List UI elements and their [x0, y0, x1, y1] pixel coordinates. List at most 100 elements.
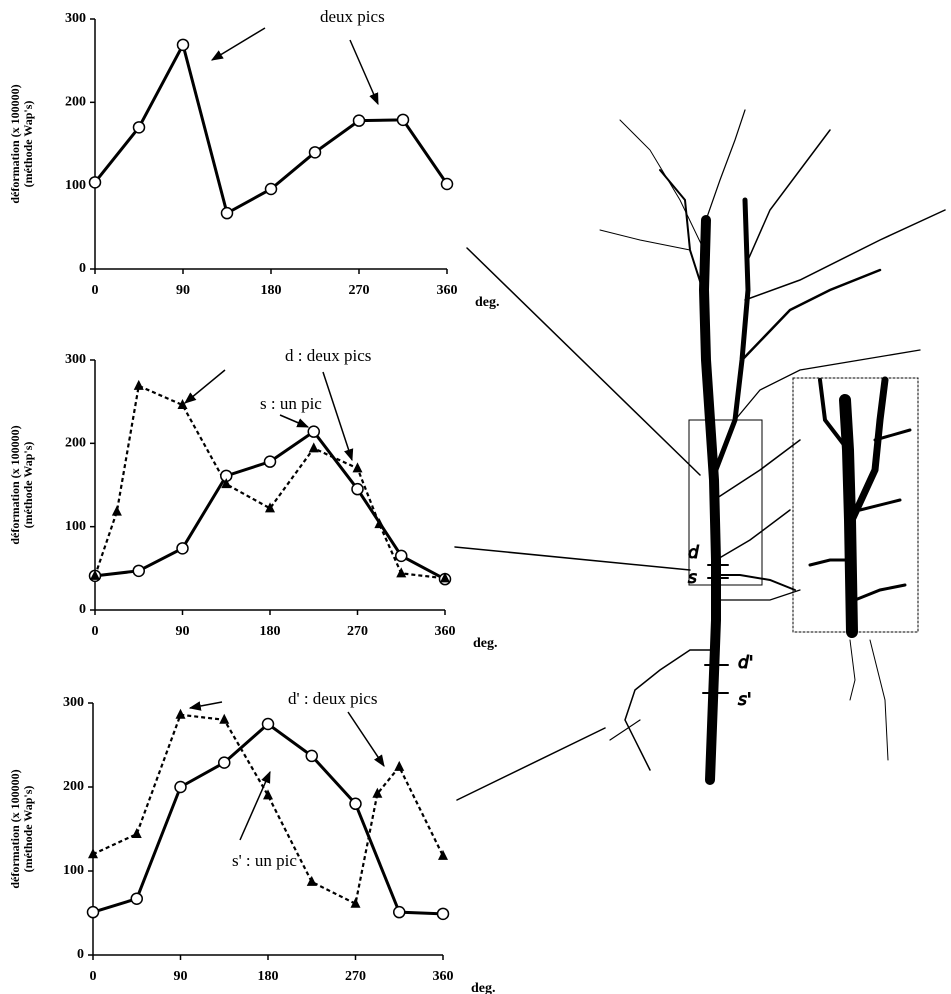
annotation-arrow — [184, 369, 226, 404]
data-point — [349, 797, 362, 811]
annotation: d' : deux pics — [288, 689, 377, 708]
tree-label: d' — [738, 653, 753, 673]
data-point — [308, 146, 322, 159]
data-point — [219, 713, 230, 724]
data-point — [438, 849, 448, 860]
y-tick-label: 0 — [79, 602, 86, 617]
data-point — [263, 455, 277, 468]
data-point — [130, 892, 143, 905]
y-tick-label: 300 — [65, 352, 86, 367]
data-point — [174, 780, 187, 794]
annotation-arrow — [347, 711, 385, 767]
y-axis-label: (méthode Wap's) — [21, 101, 35, 188]
data-point — [372, 787, 383, 798]
data-point — [436, 907, 450, 921]
y-tick-label: 200 — [65, 95, 86, 110]
x-tick-label: 0 — [90, 969, 97, 984]
data-point — [88, 848, 98, 859]
data-line — [92, 713, 444, 906]
y-tick-label: 200 — [65, 436, 86, 451]
data-point — [264, 182, 278, 196]
annotation: d : deux pics — [285, 346, 371, 365]
data-point — [395, 549, 408, 563]
tree-label: d — [688, 543, 699, 563]
data-line — [93, 384, 446, 580]
data-point — [131, 828, 142, 839]
data-point — [396, 567, 407, 578]
data-point — [396, 113, 410, 127]
data-point — [352, 462, 363, 473]
data-point — [132, 564, 145, 578]
data-point — [307, 425, 320, 438]
y-tick-label: 0 — [77, 947, 84, 962]
x-tick-label: 180 — [260, 624, 281, 639]
data-point — [220, 206, 234, 220]
y-axis-label: (méthode Wap's) — [21, 786, 35, 873]
data-point — [374, 518, 385, 529]
data-point — [393, 905, 406, 919]
data-point — [176, 38, 190, 52]
data-point — [177, 399, 188, 409]
x-tick-label: 360 — [435, 624, 456, 639]
x-tick-label: 270 — [347, 624, 368, 639]
y-axis-label: déformation (x 100000) — [8, 425, 22, 544]
data-point — [351, 482, 364, 496]
x-axis-label: deg. — [475, 295, 500, 310]
data-point — [306, 875, 317, 886]
data-point — [132, 121, 146, 134]
data-point — [261, 717, 275, 731]
x-tick-label: 360 — [433, 969, 454, 984]
x-axis-label: deg. — [473, 636, 498, 651]
x-tick-label: 180 — [261, 283, 282, 298]
data-point — [308, 442, 319, 453]
annotation-arrow — [210, 27, 266, 61]
data-line — [92, 722, 444, 916]
x-tick-label: 180 — [258, 969, 279, 984]
data-point — [176, 542, 189, 555]
x-tick-label: 0 — [92, 624, 99, 639]
annotation: deux pics — [320, 7, 385, 26]
data-point — [175, 708, 186, 719]
data-point — [265, 502, 275, 513]
annotation-arrow — [279, 414, 310, 428]
x-tick-label: 270 — [349, 283, 370, 298]
data-point — [350, 897, 361, 908]
data-point — [218, 756, 231, 769]
y-tick-label: 200 — [63, 779, 84, 794]
y-tick-label: 100 — [65, 519, 86, 534]
y-tick-label: 300 — [65, 11, 86, 26]
y-axis-label: déformation (x 100000) — [8, 84, 22, 203]
y-axis-label: (méthode Wap's) — [21, 442, 35, 529]
y-tick-label: 100 — [65, 178, 86, 193]
y-tick-label: 0 — [79, 261, 86, 276]
data-point — [86, 905, 100, 919]
tree-label: s' — [738, 690, 752, 710]
x-tick-label: 360 — [437, 283, 458, 298]
data-point — [352, 114, 366, 127]
data-point — [394, 760, 405, 771]
x-tick-label: 90 — [176, 624, 190, 639]
y-tick-label: 300 — [63, 695, 84, 710]
annotation: s : un pic — [260, 394, 322, 413]
data-point — [221, 478, 232, 489]
x-tick-label: 270 — [345, 969, 366, 984]
annotation-arrow — [349, 39, 379, 106]
data-point — [90, 569, 100, 580]
x-axis-label: deg. — [471, 981, 496, 994]
y-tick-label: 100 — [63, 863, 84, 878]
data-point — [263, 789, 273, 800]
annotation-arrow — [322, 371, 354, 462]
tree-drawing: d s d' s' — [454, 109, 946, 801]
x-tick-label: 90 — [176, 283, 190, 298]
y-axis-label: déformation (x 100000) — [8, 769, 22, 888]
x-tick-label: 0 — [92, 283, 99, 298]
annotation: s' : un pic — [232, 851, 297, 870]
annotation-arrow — [188, 701, 223, 711]
data-point — [111, 505, 122, 516]
data-point — [133, 379, 144, 390]
annotation-arrow — [239, 770, 271, 841]
data-point — [305, 749, 318, 763]
data-point — [88, 176, 102, 189]
data-point — [440, 572, 450, 583]
